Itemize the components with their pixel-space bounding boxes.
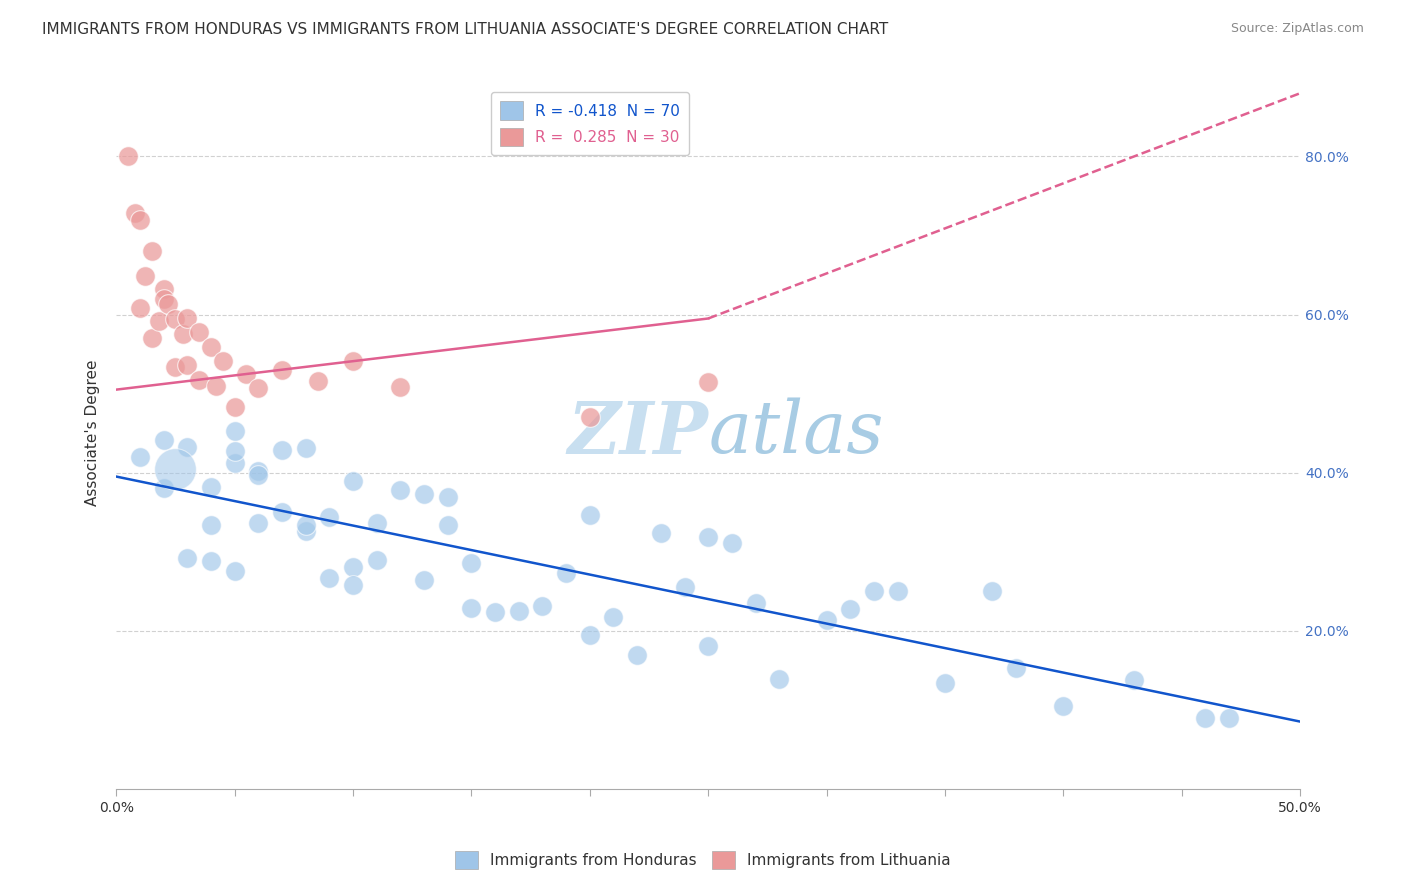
Point (134, 268, 156, 283)
Point (318, 510, 340, 524)
Point (188, 325, 211, 339)
Point (211, 354, 233, 368)
Point (271, 505, 294, 519)
Point (117, 149, 139, 163)
Point (224, 424, 246, 438)
Point (768, 672, 790, 686)
Point (200, 554, 222, 568)
Point (176, 310, 198, 325)
Point (224, 400, 246, 414)
Point (602, 610, 624, 624)
Point (389, 380, 412, 394)
Point (204, 378, 226, 392)
Point (152, 282, 174, 296)
Point (839, 601, 862, 615)
Point (294, 524, 316, 538)
Point (271, 362, 294, 376)
Point (141, 244, 163, 259)
Point (188, 373, 211, 387)
Point (508, 603, 530, 617)
Point (436, 517, 458, 532)
Point (152, 481, 174, 495)
Point (673, 580, 696, 594)
Point (247, 381, 270, 395)
Point (697, 640, 720, 654)
Point (342, 354, 364, 368)
Point (152, 292, 174, 306)
Point (148, 314, 170, 328)
Point (318, 572, 340, 586)
Point (389, 483, 412, 498)
Point (578, 410, 600, 425)
Point (224, 444, 246, 458)
Point (342, 559, 364, 574)
Point (247, 464, 270, 478)
Point (129, 450, 152, 464)
Point (366, 553, 388, 567)
Text: ZIP: ZIP (567, 398, 709, 468)
Point (157, 297, 180, 311)
Point (1052, 699, 1074, 714)
Point (484, 605, 506, 619)
Point (200, 518, 222, 533)
Point (176, 441, 198, 455)
Point (176, 550, 198, 565)
Point (165, 461, 187, 475)
Text: IMMIGRANTS FROM HONDURAS VS IMMIGRANTS FROM LITHUANIA ASSOCIATE'S DEGREE CORRELA: IMMIGRANTS FROM HONDURAS VS IMMIGRANTS F… (42, 22, 889, 37)
Point (460, 600, 482, 615)
Point (1194, 711, 1216, 725)
Point (981, 584, 1004, 599)
Point (697, 375, 720, 389)
Point (235, 367, 257, 381)
Point (436, 490, 458, 504)
Point (247, 516, 270, 531)
Point (176, 359, 198, 373)
Point (1005, 660, 1028, 674)
Point (271, 442, 294, 457)
Point (626, 648, 648, 662)
Point (863, 583, 886, 598)
Point (294, 518, 316, 533)
Legend: R = -0.418  N = 70, R =  0.285  N = 30: R = -0.418 N = 70, R = 0.285 N = 30 (491, 92, 689, 155)
Point (886, 583, 908, 598)
Point (1123, 673, 1146, 688)
Point (815, 613, 838, 627)
Point (721, 536, 744, 550)
Point (165, 312, 187, 326)
Point (247, 468, 270, 483)
Point (200, 480, 222, 494)
Point (129, 212, 152, 227)
Point (531, 599, 554, 613)
Point (413, 486, 436, 500)
Legend: Immigrants from Honduras, Immigrants from Lithuania: Immigrants from Honduras, Immigrants fro… (449, 845, 957, 875)
Point (224, 456, 246, 470)
Point (342, 578, 364, 592)
Text: atlas: atlas (709, 398, 884, 468)
Point (413, 573, 436, 587)
Point (934, 676, 956, 690)
Point (650, 525, 672, 540)
Point (460, 556, 482, 570)
Point (124, 206, 146, 220)
Point (294, 442, 316, 456)
Point (342, 474, 364, 488)
Point (555, 566, 578, 580)
Y-axis label: Associate's Degree: Associate's Degree (86, 359, 100, 507)
Point (129, 301, 152, 315)
Text: Source: ZipAtlas.com: Source: ZipAtlas.com (1230, 22, 1364, 36)
Point (224, 564, 246, 578)
Point (152, 433, 174, 447)
Point (1218, 711, 1240, 725)
Point (366, 516, 388, 530)
Point (307, 374, 329, 388)
Point (141, 331, 163, 345)
Point (165, 359, 187, 374)
Point (697, 530, 720, 544)
Point (172, 327, 194, 342)
Point (744, 596, 766, 610)
Point (578, 508, 600, 523)
Point (200, 340, 222, 354)
Point (578, 628, 600, 642)
